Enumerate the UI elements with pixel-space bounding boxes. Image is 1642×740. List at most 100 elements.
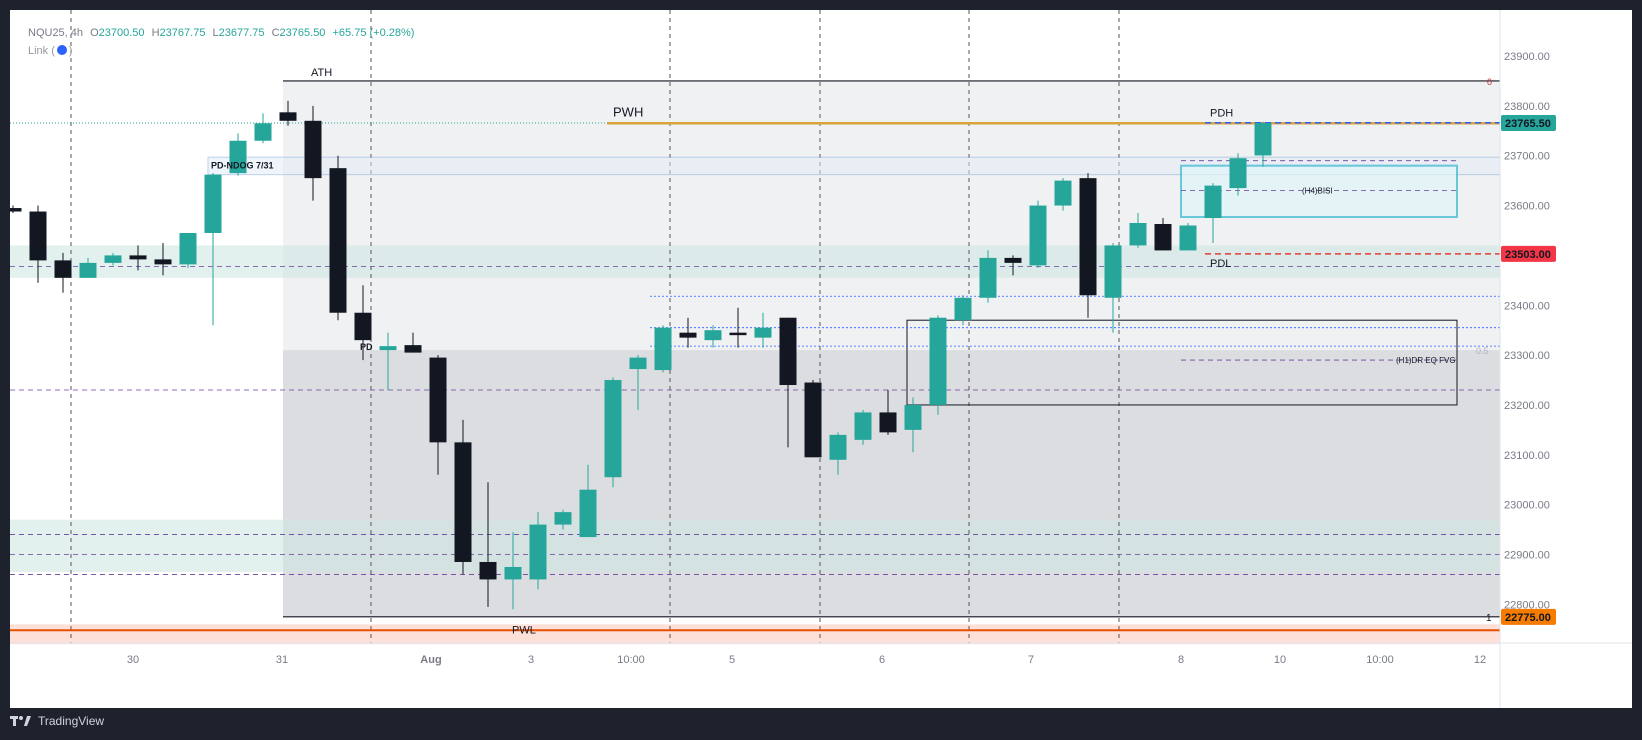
link-indicator[interactable]: Link () — [28, 45, 73, 57]
candle — [104, 252, 122, 266]
candle — [529, 512, 547, 590]
candle — [854, 409, 872, 445]
time-tick-label: 10:00 — [617, 654, 645, 666]
price-tag — [1501, 115, 1556, 132]
high-value: 23767.75 — [159, 27, 206, 39]
time-tick-label: 6 — [879, 654, 885, 666]
candle-body — [104, 255, 122, 263]
candle-body — [1204, 185, 1222, 219]
ath-label: ATH — [311, 67, 332, 79]
time-tick-label: 3 — [528, 654, 534, 666]
candle — [254, 113, 272, 144]
candle — [554, 509, 572, 530]
tradingview-brand[interactable]: TradingView — [10, 714, 104, 728]
time-tick-label: 10:00 — [1366, 654, 1394, 666]
candle-body — [979, 257, 997, 298]
candle-body — [154, 259, 172, 265]
candle-body — [1129, 222, 1147, 246]
liquidity-band — [10, 245, 1500, 278]
candle — [129, 245, 147, 271]
candle — [304, 105, 322, 201]
price-tag-label: 23503.00 — [1505, 249, 1551, 261]
link-close: ) — [68, 45, 73, 57]
annotation-label: 1 — [1486, 613, 1492, 624]
candle-body — [1179, 225, 1197, 251]
time-tick-label: 31 — [276, 654, 288, 666]
fvg-box — [906, 319, 1458, 406]
candle-body — [529, 524, 547, 580]
candle-body — [604, 380, 622, 478]
candle-body — [329, 168, 347, 313]
time-tick-label: Aug — [420, 654, 441, 666]
price-tick-label: 23800.00 — [1504, 101, 1550, 113]
candle — [929, 315, 947, 415]
low-label: L — [212, 27, 219, 39]
brand-name: TradingView — [38, 714, 105, 728]
candle-body — [29, 211, 47, 261]
candle-body — [10, 208, 22, 212]
candle — [679, 317, 697, 348]
price-tick-label: 23700.00 — [1504, 151, 1550, 163]
candle — [1054, 178, 1072, 211]
candle — [504, 532, 522, 610]
candle-body — [504, 566, 522, 580]
candle — [1104, 242, 1122, 333]
candle-body — [754, 327, 772, 338]
price-tag — [1501, 245, 1556, 262]
candle-body — [254, 123, 272, 141]
candle-body — [279, 112, 297, 121]
high-label: H — [151, 27, 160, 39]
candle-body — [1104, 245, 1122, 298]
candle — [654, 325, 672, 373]
candle — [1029, 200, 1047, 268]
candle — [29, 205, 47, 283]
candle — [1254, 121, 1272, 167]
candle-body — [1054, 180, 1072, 206]
annotation-label: PD — [360, 342, 373, 352]
open-label: O — [90, 27, 99, 39]
symbol-name[interactable]: NQU25, 4h — [28, 27, 84, 39]
candle — [754, 312, 772, 348]
time-tick-label: 8 — [1178, 654, 1184, 666]
link-dot-icon[interactable] — [56, 45, 67, 55]
candle — [229, 133, 247, 176]
time-tick-label: 7 — [1028, 654, 1034, 666]
candle-body — [1229, 158, 1247, 189]
annotation-label: (H1)DR EQ FVG — [1396, 356, 1456, 365]
candle-body — [904, 404, 922, 430]
candle-body — [304, 120, 322, 179]
price-tick-label: 22800.00 — [1504, 599, 1550, 611]
candle-body — [704, 330, 722, 341]
candle-body — [954, 297, 972, 321]
candle-body — [429, 357, 447, 443]
candle-body — [54, 260, 72, 278]
close-value: 23765.50 — [279, 27, 326, 39]
candle — [1154, 218, 1172, 251]
candle-body — [579, 489, 597, 538]
candle-body — [554, 512, 572, 525]
bisi-box — [1180, 164, 1458, 219]
candle-body — [479, 561, 497, 580]
change-value: +65.75 (+0.28%) — [332, 27, 415, 39]
candle — [329, 155, 347, 321]
price-tick-label: 23300.00 — [1504, 350, 1550, 362]
candle — [604, 377, 622, 488]
candle-body — [404, 345, 422, 353]
candle-body — [854, 412, 872, 440]
time-tick-label: 30 — [127, 654, 139, 666]
chart-area[interactable]: ATH PWH PDH PDL PWL PD-NDOG 7/31 (H4)BISI (H1)D… — [10, 10, 1632, 708]
annotation-label: (H4)BISI — [1302, 187, 1333, 196]
candle — [1079, 173, 1097, 318]
candle — [1229, 153, 1247, 196]
candle-body — [929, 317, 947, 405]
candle-body — [204, 174, 222, 233]
close-label: C — [271, 27, 280, 39]
candle — [904, 397, 922, 453]
time-tick-label: 5 — [729, 654, 735, 666]
candle-body — [729, 332, 747, 336]
price-tag — [1501, 608, 1556, 625]
candle-body — [454, 442, 472, 562]
pdl-label: PDL — [1210, 258, 1231, 270]
pwh-label: PWH — [613, 104, 643, 119]
